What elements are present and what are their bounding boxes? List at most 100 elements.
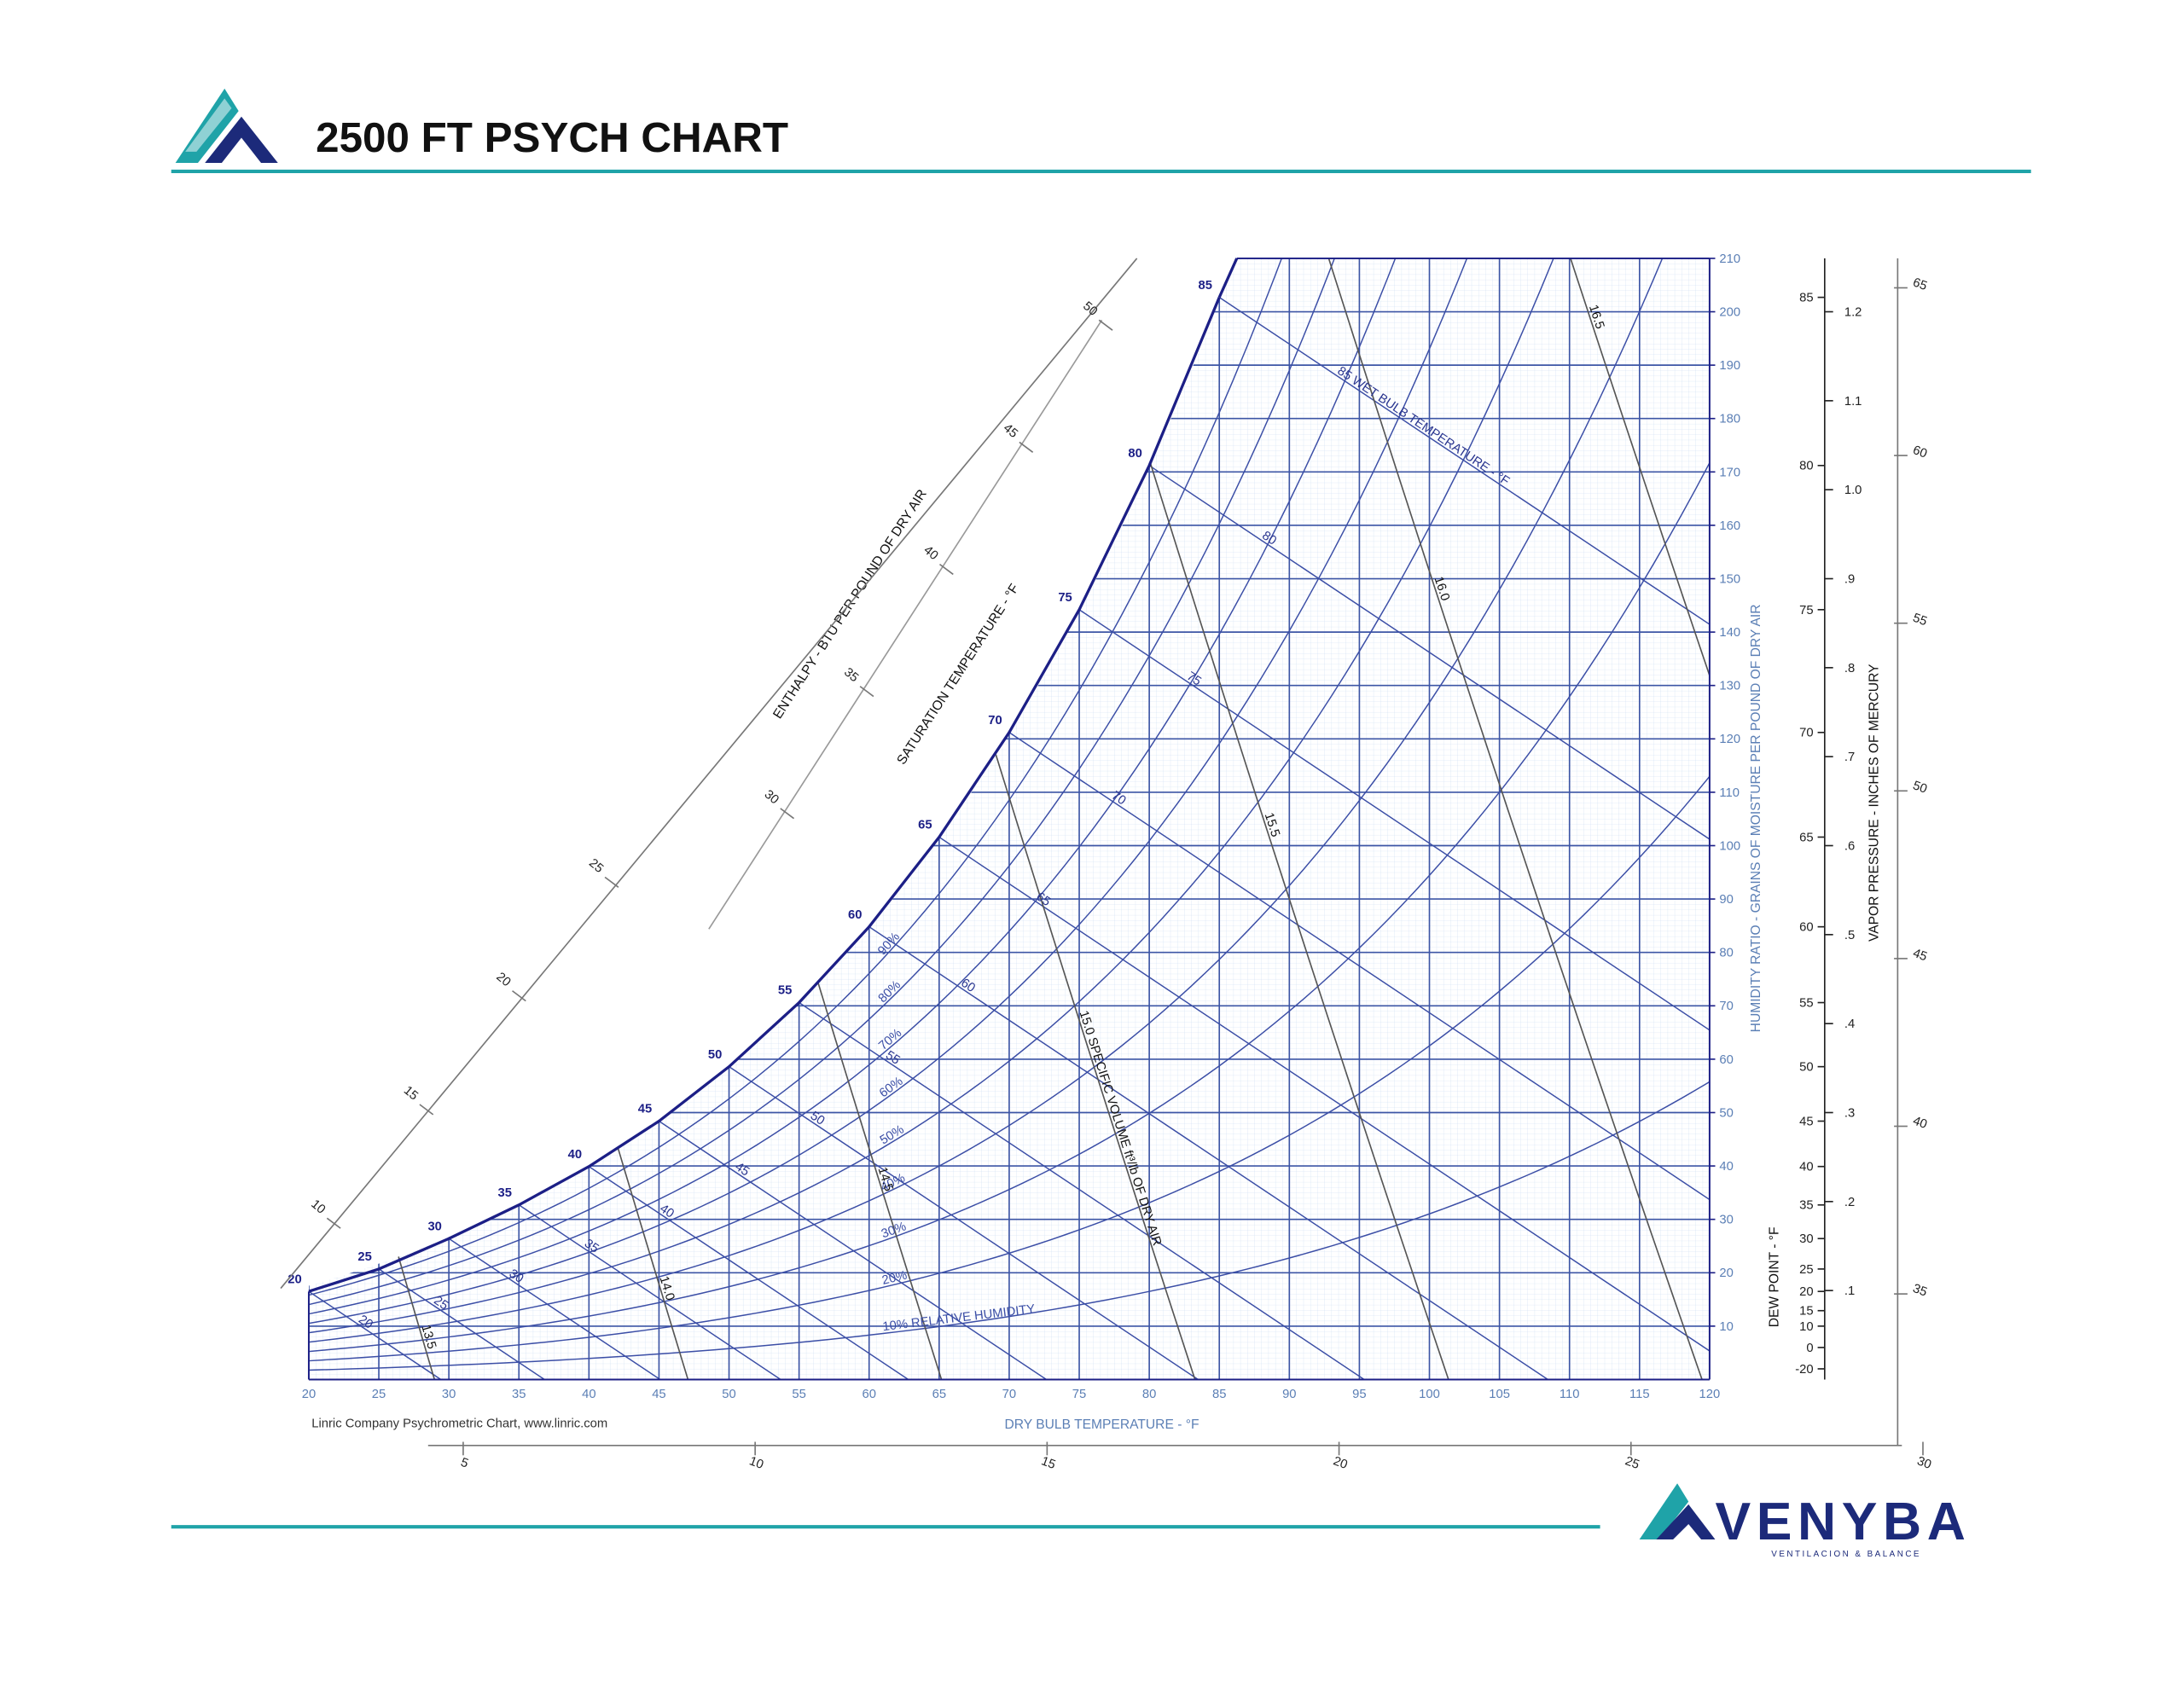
x-tick-label: 55 [792, 1388, 805, 1401]
y-tick-label: 90 [1719, 893, 1733, 907]
vapor-pressure-label: 1.2 [1844, 305, 1862, 319]
y-tick-label: 140 [1719, 626, 1740, 640]
dew-point-label: 60 [1799, 921, 1813, 935]
enthalpy-tick-label: 60 [1911, 443, 1929, 461]
y-tick-label: 180 [1719, 413, 1740, 426]
vapor-pressure-label: 1.1 [1844, 395, 1862, 409]
wet-bulb-line [799, 1001, 1365, 1380]
rh-curve [308, 258, 1710, 1296]
wet-bulb-line [1078, 609, 1710, 1031]
saturation-label: 65 [918, 819, 932, 832]
dew-point-label: -20 [1795, 1363, 1813, 1377]
wet-bulb-line [1148, 465, 1710, 840]
y-tick-label: 160 [1719, 519, 1740, 533]
rh-curve [308, 258, 1710, 1315]
dew-point-label: 50 [1799, 1061, 1813, 1075]
y-tick-label: 150 [1719, 572, 1740, 586]
specific-volume-line [1324, 258, 1703, 1380]
specific-volume-label: 14.0 [657, 1275, 677, 1302]
enthalpy-tick-label: 35 [841, 665, 861, 685]
enthalpy-tick-label: 55 [1911, 612, 1929, 629]
x-tick-label: 60 [863, 1388, 876, 1401]
dew-point-label: 80 [1799, 460, 1813, 473]
dew-point-label: 70 [1799, 727, 1813, 740]
enthalpy-tick [512, 990, 526, 1002]
enthalpy-tick-label: 45 [1911, 947, 1929, 965]
enthalpy-scale-line [280, 258, 1138, 1290]
wet-bulb-line [938, 836, 1710, 1352]
saturation-label: 50 [708, 1048, 722, 1062]
dew-point-label: 40 [1799, 1161, 1813, 1174]
rh-curve [308, 462, 1710, 1353]
wet-bulb-label: 45 [732, 1160, 752, 1179]
brand-name: VENYBA [1715, 1492, 1971, 1551]
dew-point-label: 75 [1799, 604, 1813, 617]
wet-bulb-label: 25 [431, 1294, 450, 1313]
x-tick-label: 75 [1072, 1388, 1086, 1401]
saturation-label: 55 [778, 984, 792, 998]
specific-volume-line [993, 749, 1196, 1380]
dew-point-label: 15 [1799, 1305, 1813, 1319]
x-tick-label: 105 [1489, 1388, 1510, 1401]
saturation-label: 80 [1128, 447, 1141, 461]
enthalpy-tick-label: 15 [401, 1084, 421, 1104]
y-axis-title: HUMIDITY RATIO - GRAINS OF MOISTURE PER … [1749, 604, 1763, 1032]
enthalpy-tick-label: 65 [1911, 275, 1929, 293]
wet-bulb-line [659, 1120, 1047, 1380]
enthalpy-tick-label: 50 [1911, 779, 1929, 797]
x-tick-label: 65 [932, 1388, 946, 1401]
dew-point-label: 30 [1799, 1232, 1813, 1246]
dew-point-label: 0 [1806, 1342, 1813, 1355]
saturation-label: 25 [357, 1250, 371, 1264]
x-tick-label: 50 [722, 1388, 735, 1401]
wet-bulb-line [868, 926, 1548, 1380]
enthalpy-tick-label: 30 [1915, 1454, 1933, 1472]
saturation-label: 60 [848, 908, 862, 922]
y-tick-label: 20 [1719, 1267, 1733, 1280]
enthalpy-tick-label: 5 [459, 1456, 470, 1471]
wet-bulb-label: 80 [1259, 529, 1279, 548]
enthalpy-tick [419, 1104, 434, 1116]
dew-point-label: 85 [1799, 292, 1813, 305]
specific-volume-line [1566, 258, 1710, 1380]
saturation-label: 40 [568, 1148, 582, 1162]
y-tick-label: 110 [1719, 786, 1740, 800]
x-tick-label: 85 [1212, 1388, 1226, 1401]
saturation-label: 70 [988, 714, 1002, 728]
vapor-pressure-label: .1 [1844, 1284, 1855, 1298]
x-tick-label: 20 [302, 1388, 316, 1401]
saturation-label: 75 [1058, 591, 1072, 605]
x-tick-label: 80 [1142, 1388, 1156, 1401]
x-tick-label: 110 [1560, 1388, 1580, 1401]
wet-bulb-label: 60 [958, 977, 978, 995]
saturation-label: 20 [288, 1272, 301, 1286]
wet-bulb-line [588, 1166, 909, 1380]
x-tick-label: 25 [372, 1388, 386, 1401]
brand-tagline: VENTILACION & BALANCE [1771, 1550, 1921, 1559]
enthalpy-tick-label: 45 [1001, 421, 1020, 441]
enthalpy-tick-label: 20 [1331, 1454, 1349, 1472]
chart-note: Linric Company Psychrometric Chart, www.… [311, 1417, 607, 1430]
x-tick-label: 115 [1629, 1388, 1650, 1401]
rh-curve [308, 258, 1710, 1343]
x-tick-label: 120 [1699, 1388, 1721, 1401]
wet-bulb-label: 40 [657, 1202, 677, 1220]
dew-point-label: 55 [1799, 996, 1813, 1010]
footer-logo [1639, 1483, 1716, 1540]
wet-bulb-label: 55 [883, 1048, 903, 1067]
enthalpy-tick [859, 686, 874, 698]
y-tick-label: 50 [1719, 1106, 1733, 1120]
rh-curve [308, 1081, 1710, 1371]
header-logo [175, 88, 278, 164]
saturation-label: 85 [1199, 279, 1212, 293]
dew-point-label: 45 [1799, 1115, 1813, 1128]
dew-point-label: 10 [1799, 1320, 1813, 1334]
enthalpy-tick [326, 1217, 341, 1229]
y-tick-label: 10 [1719, 1320, 1733, 1334]
enthalpy-tick [938, 563, 954, 576]
x-tick-label: 45 [652, 1388, 665, 1401]
saturation-label: 35 [498, 1186, 512, 1200]
enthalpy-tick-label: 35 [1911, 1282, 1929, 1300]
rh-curve [308, 258, 1710, 1306]
enthalpy-tick [1019, 441, 1034, 453]
